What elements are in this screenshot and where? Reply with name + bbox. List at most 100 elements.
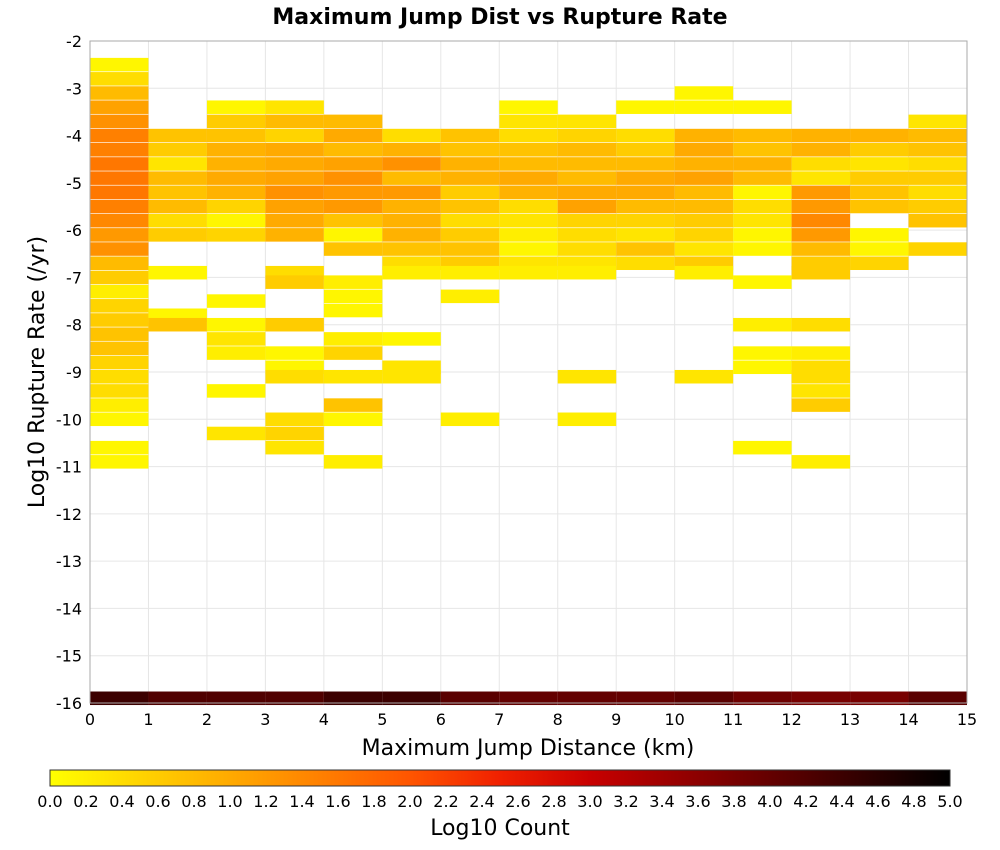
heatmap-cell (908, 213, 967, 228)
heatmap-cell (850, 691, 909, 706)
heatmap-cell (323, 369, 383, 384)
heatmap-cell (90, 440, 149, 455)
heatmap-cell (557, 412, 617, 427)
heatmap-cell (148, 317, 207, 332)
heatmap-cell (674, 157, 734, 171)
heatmap-cell (323, 691, 383, 706)
heatmap-cell (90, 128, 149, 143)
heatmap-cell (90, 355, 149, 370)
heatmap-cell (499, 171, 558, 185)
heatmap-cell (382, 171, 441, 185)
colorbar-tick-label: 1.0 (217, 792, 242, 811)
heatmap-cell (148, 171, 207, 185)
heatmap-cell (850, 242, 909, 256)
heatmap-cell (90, 327, 149, 341)
heatmap-cell (674, 142, 734, 157)
heatmap-cell (791, 128, 851, 143)
x-tick-label: 2 (202, 710, 212, 729)
heatmap-cell (733, 346, 792, 360)
heatmap-cell (908, 171, 967, 185)
heatmap-cell (499, 157, 558, 171)
heatmap-cell (674, 242, 734, 256)
y-tick-label: -8 (66, 316, 82, 335)
colorbar-ticks: 0.0 0.2 0.4 0.6 0.8 1.0 1.2 1.4 1.6 1.8 2.0 2.2 2.4 2… (37, 792, 962, 811)
heatmap-cell (557, 199, 617, 214)
x-axis-ticks: 0 1 2 3 4 5 6 7 8 9 10 11 12 13 14 15 (85, 710, 977, 729)
heatmap-cell (850, 256, 909, 271)
heatmap-cell (499, 114, 558, 129)
heatmap-cell (908, 691, 967, 706)
heatmap-cell (440, 142, 500, 157)
heatmap-cell (90, 369, 149, 384)
heatmap-cell (90, 157, 149, 171)
heatmap-cell (265, 369, 324, 384)
heatmap-cell (499, 185, 558, 200)
heatmap-cell (265, 275, 324, 289)
heatmap-cell (265, 171, 324, 185)
heatmap-cell (908, 142, 967, 157)
heatmap-cell (791, 228, 851, 242)
heatmap-cell (382, 128, 441, 143)
heatmap-cell (323, 289, 383, 304)
heatmap-cell (791, 691, 851, 706)
heatmap-cell (616, 256, 675, 271)
heatmap-cell (440, 289, 500, 304)
heatmap-cell (850, 228, 909, 242)
x-tick-label: 1 (143, 710, 153, 729)
heatmap-cell (148, 185, 207, 200)
y-tick-label: -16 (56, 694, 82, 713)
heatmap-cell (90, 256, 149, 271)
heatmap-cell (206, 346, 266, 360)
heatmap-cell (674, 369, 734, 384)
heatmap-cell (616, 185, 675, 200)
heatmap-cell (850, 199, 909, 214)
heatmap-cell (90, 185, 149, 200)
heatmap-cell (674, 185, 734, 200)
heatmap-cell (90, 284, 149, 299)
heatmap-cell (908, 242, 967, 256)
heatmap-cell (733, 185, 792, 200)
heatmap-cell (499, 142, 558, 157)
heatmap-cell (206, 691, 266, 706)
heatmap-cell (148, 142, 207, 157)
colorbar-tick-label: 0.0 (37, 792, 62, 811)
heatmap-cell (616, 142, 675, 157)
heatmap-cell (382, 691, 441, 706)
heatmap-cell (674, 128, 734, 143)
colorbar-tick-label: 3.4 (649, 792, 674, 811)
heatmap-cell (791, 398, 851, 412)
heatmap-cell (90, 213, 149, 228)
heatmap-cell (265, 142, 324, 157)
heatmap-cell (908, 114, 967, 129)
heatmap-cell (265, 100, 324, 114)
heatmap-cell (382, 228, 441, 242)
heatmap-cell (382, 142, 441, 157)
heatmap-cell (733, 360, 792, 375)
x-tick-label: 15 (957, 710, 977, 729)
heatmap-cell (206, 213, 266, 228)
heatmap-cell (733, 440, 792, 455)
heatmap-cell (791, 185, 851, 200)
heatmap-cell (616, 157, 675, 171)
x-tick-label: 0 (85, 710, 95, 729)
colorbar-tick-label: 4.4 (829, 792, 854, 811)
heatmap-cell (733, 128, 792, 143)
heatmap-cell (265, 440, 324, 455)
heatmap-cell (616, 128, 675, 143)
heatmap-cells (90, 57, 967, 706)
heatmap-cell (323, 185, 383, 200)
colorbar-tick-label: 4.8 (901, 792, 926, 811)
colorbar-tick-label: 3.6 (685, 792, 710, 811)
heatmap-cell (791, 171, 851, 185)
y-tick-label: -10 (56, 410, 82, 429)
heatmap-cell (791, 384, 851, 398)
heatmap-cell (616, 213, 675, 228)
heatmap-cell (499, 228, 558, 242)
x-tick-label: 13 (840, 710, 860, 729)
heatmap-cell (90, 86, 149, 100)
heatmap-cell (90, 313, 149, 327)
heatmap-cell (499, 199, 558, 214)
heatmap-cell (265, 346, 324, 360)
heatmap-cell (557, 171, 617, 185)
